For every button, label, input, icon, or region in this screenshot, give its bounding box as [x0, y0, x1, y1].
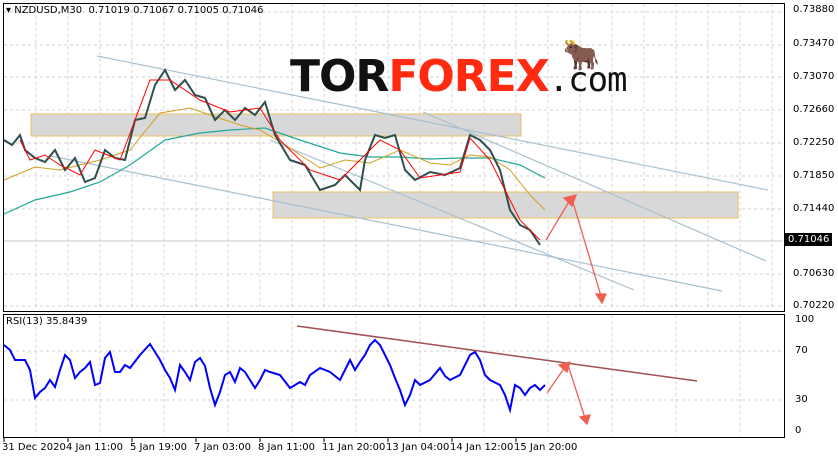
x-tick: 14 Jan 12:00	[450, 442, 514, 453]
y-tick: 0.71440	[793, 203, 835, 214]
y-tick: 0.71850	[793, 170, 835, 181]
x-tick: 13 Jan 04:00	[386, 442, 450, 453]
torforex-logo: TORFOREX.com🐂	[290, 38, 628, 102]
x-tick: 7 Jan 03:00	[194, 442, 251, 453]
rsi-trend-line	[296, 325, 698, 382]
y-tick: 0.72250	[793, 137, 835, 148]
x-tick: 4 Jan 11:00	[66, 442, 123, 453]
rsi-y-tick: 30	[795, 394, 808, 405]
chart-title: ▾ NZDUSD,M30 0.71019 0.71067 0.71005 0.7…	[6, 5, 264, 16]
dropdown-triangle-icon[interactable]: ▾	[6, 5, 12, 16]
bull-icon: 🐂	[562, 38, 600, 73]
y-tick: 0.73470	[793, 38, 835, 49]
x-tick: 15 Jan 20:00	[514, 442, 578, 453]
price-series	[3, 68, 541, 246]
rsi-y-tick: 100	[795, 314, 815, 325]
rsi-title: RSI(13) 35.8439	[6, 316, 88, 327]
y-tick: 0.72660	[793, 104, 835, 115]
rsi-line	[3, 338, 546, 414]
axis-ticks	[3, 437, 517, 442]
y-tick: 0.70220	[793, 300, 835, 311]
y-tick: 0.73880	[793, 4, 835, 15]
x-tick: 31 Dec 2020	[2, 442, 66, 453]
forecast-arrows	[545, 194, 608, 305]
y-tick: 0.70630	[793, 268, 835, 279]
current-price-tag: 0.71046	[785, 233, 833, 246]
x-tick: 5 Jan 19:00	[130, 442, 187, 453]
y-tick: 0.73070	[793, 71, 835, 82]
grid	[4, 4, 783, 436]
rsi-y-tick: 70	[795, 345, 808, 356]
fast-ma-line	[3, 107, 546, 211]
x-tick: 11 Jan 20:00	[322, 442, 386, 453]
rsi-y-tick: 0	[795, 425, 802, 436]
x-tick: 8 Jan 11:00	[258, 442, 315, 453]
trend-lines	[50, 55, 769, 292]
rsi-forecast-arrows	[546, 361, 591, 426]
